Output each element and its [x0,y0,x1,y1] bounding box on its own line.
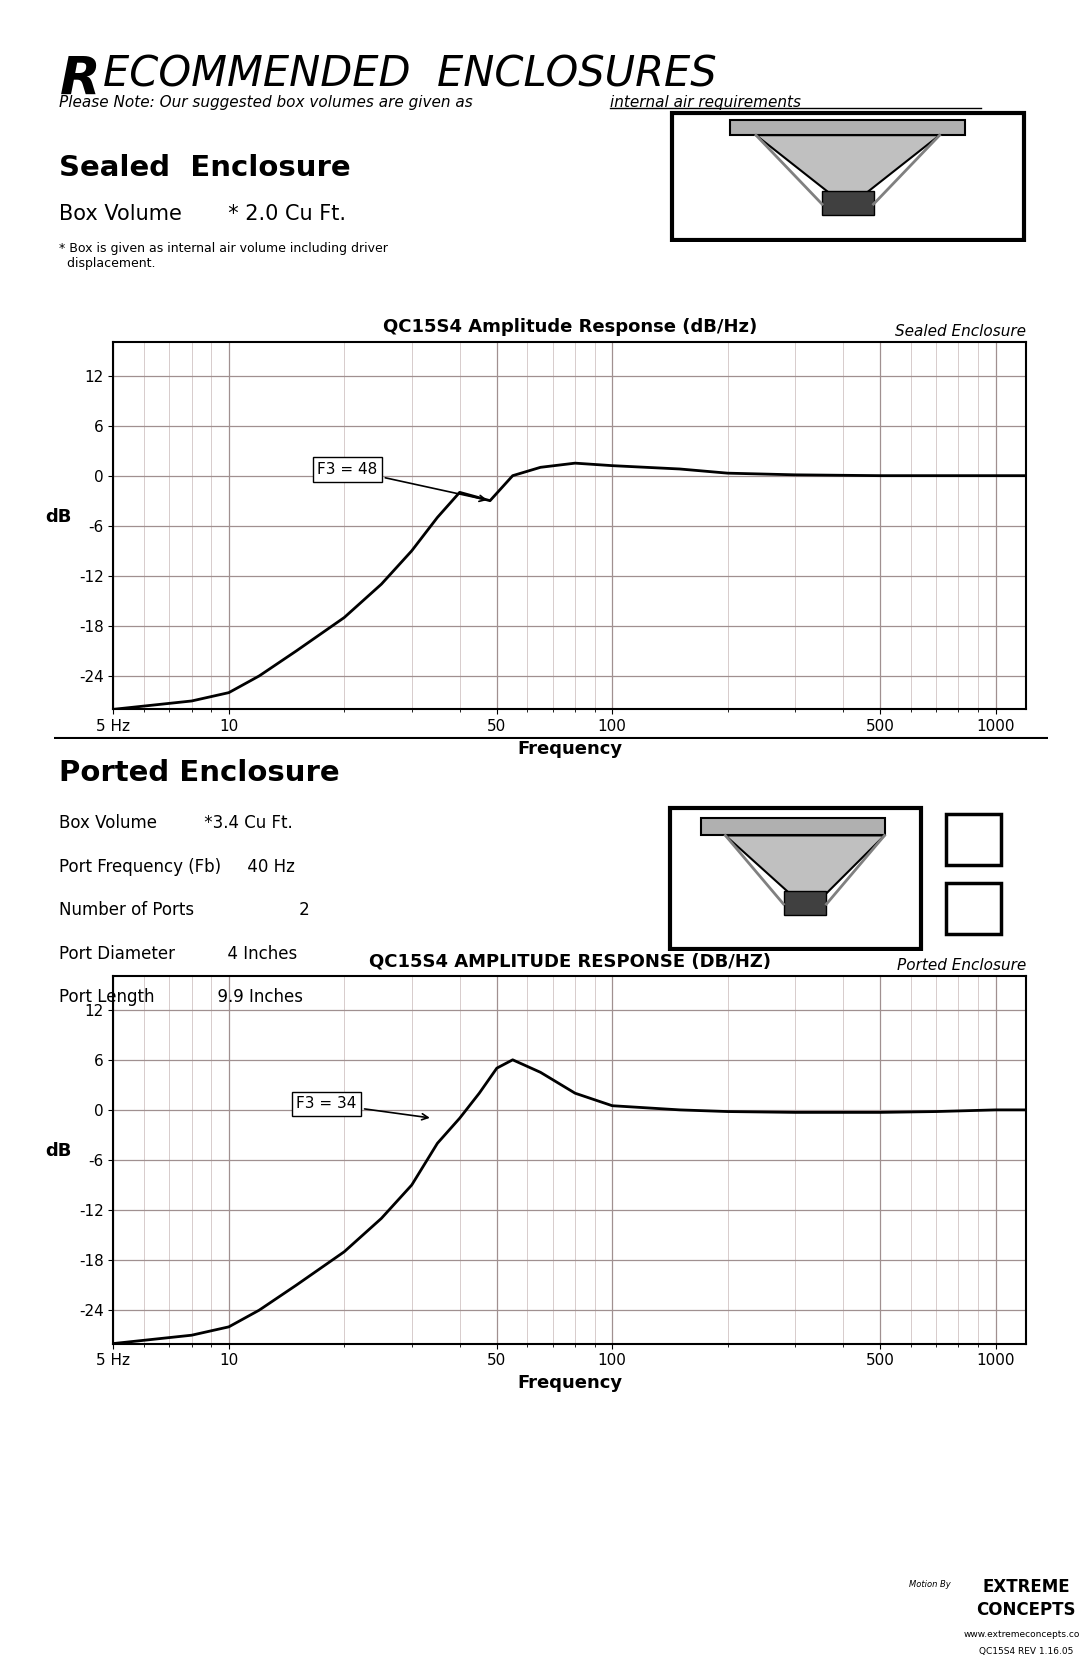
Bar [784,891,826,915]
Text: QC15S4 REV 1.16.05: QC15S4 REV 1.16.05 [978,1647,1074,1656]
Text: * Box is given as internal air volume including driver
  displacement.: * Box is given as internal air volume in… [59,242,389,270]
Text: CONCEPTS: CONCEPTS [976,1601,1076,1619]
Y-axis label: dB: dB [45,507,71,526]
Text: Port Diameter          4 Inches: Port Diameter 4 Inches [59,945,298,963]
Text: Number of Ports                    2: Number of Ports 2 [59,901,310,920]
Bar [946,814,1001,866]
Text: internal air requirements: internal air requirements [610,95,801,110]
X-axis label: Frequency: Frequency [517,1374,622,1392]
Text: Box Volume       * 2.0 Cu Ft.: Box Volume * 2.0 Cu Ft. [59,204,347,224]
Text: Motion By: Motion By [908,1581,950,1589]
Text: ECOMMENDED  ENCLOSURES: ECOMMENDED ENCLOSURES [103,53,716,95]
Bar [671,808,921,950]
Text: Box Volume         *3.4 Cu Ft.: Box Volume *3.4 Cu Ft. [59,814,293,833]
Text: www.extremeconcepts.com: www.extremeconcepts.com [963,1631,1080,1639]
Text: F3 = 48: F3 = 48 [318,462,486,501]
Text: Sealed Enclosure: Sealed Enclosure [895,324,1026,339]
Bar [822,190,874,215]
Text: Port Frequency (Fb)     40 Hz: Port Frequency (Fb) 40 Hz [59,858,295,876]
Text: Port Length            9.9 Inches: Port Length 9.9 Inches [59,988,303,1006]
Text: Sealed  Enclosure: Sealed Enclosure [59,154,351,182]
Polygon shape [756,135,940,194]
Text: Please Note: Our suggested box volumes are given as: Please Note: Our suggested box volumes a… [59,95,478,110]
Bar [946,883,1001,935]
Title: QC15S4 Amplitude Response (dB/Hz): QC15S4 Amplitude Response (dB/Hz) [382,319,757,337]
Text: Ported Enclosure: Ported Enclosure [59,759,340,788]
Polygon shape [726,836,885,893]
Text: R: R [59,53,100,105]
Y-axis label: dB: dB [45,1142,71,1160]
Bar [701,818,885,836]
Bar [730,120,966,135]
X-axis label: Frequency: Frequency [517,739,622,758]
Text: F3 = 34: F3 = 34 [296,1097,428,1120]
Text: Ported Enclosure: Ported Enclosure [896,958,1026,973]
Title: QC15S4 AMPLITUDE RESPONSE (DB/HZ): QC15S4 AMPLITUDE RESPONSE (DB/HZ) [368,953,771,971]
Text: EXTREME: EXTREME [982,1577,1070,1596]
